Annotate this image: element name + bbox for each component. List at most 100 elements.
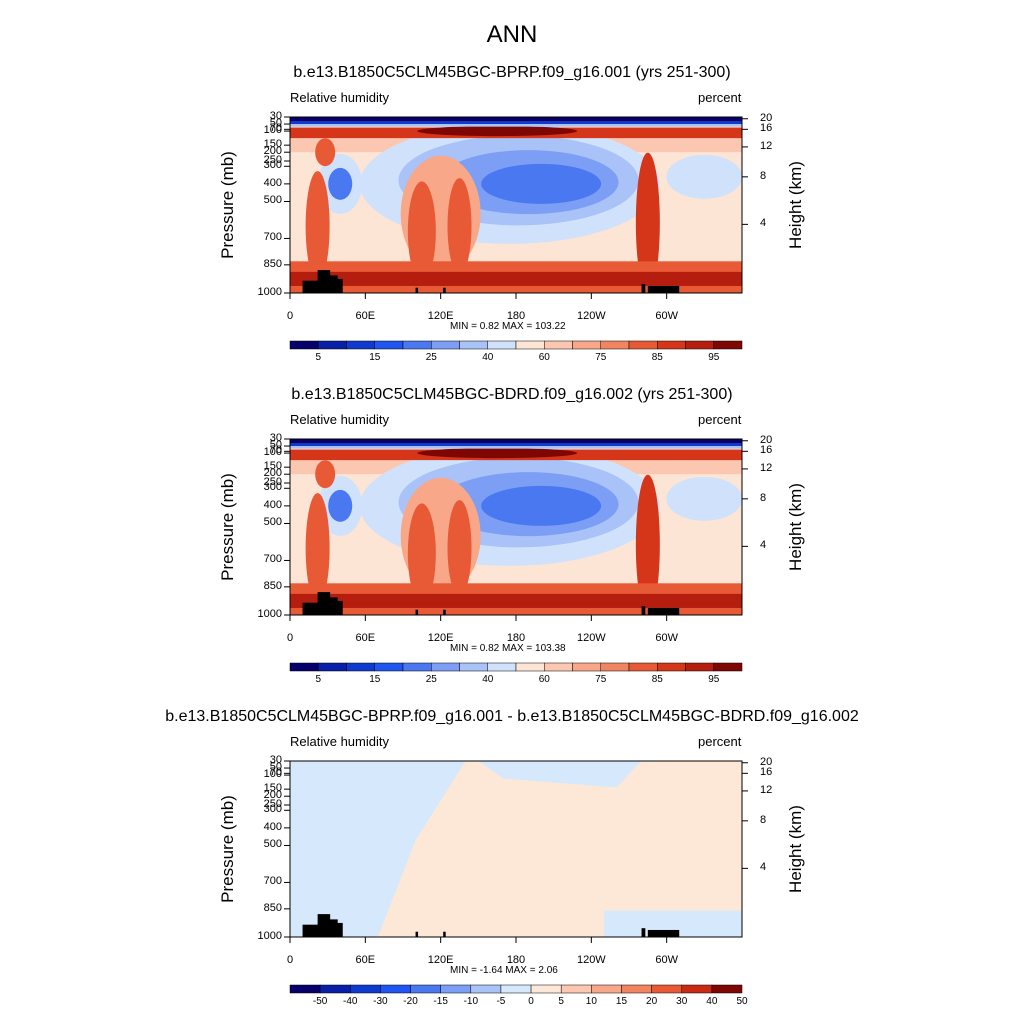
- colorbar-swatch: [628, 662, 658, 672]
- contour-field-2: [290, 439, 742, 615]
- lon-tick-label: 120E: [427, 310, 454, 322]
- figure-title: ANN: [486, 21, 538, 48]
- contour-panel-1: [284, 116, 748, 350]
- min-max-label: MIN = 0.82 MAX = 103.22: [450, 321, 566, 332]
- topography-block: [647, 929, 680, 937]
- boundary-layer-core: [290, 271, 742, 286]
- pressure-tick-label: 300: [263, 803, 282, 816]
- height-tick-label: 20: [760, 755, 773, 768]
- moist-column-a: [407, 503, 436, 604]
- colorbar-label: 75: [595, 352, 607, 363]
- colorbar-swatch: [402, 662, 432, 672]
- lon-tick-label: 60E: [355, 954, 376, 966]
- height-tick-label: 4: [760, 217, 767, 230]
- variable-label: Relative humidity: [290, 734, 389, 749]
- pressure-tick-label: 50: [269, 117, 282, 130]
- colorbar-swatch: [318, 662, 347, 672]
- moist-spot-upper: [315, 138, 336, 167]
- pressure-tick-label: 70: [269, 766, 282, 779]
- pressure-tick-label: 200: [263, 145, 282, 158]
- pressure-tick-label: 150: [263, 782, 282, 795]
- contour-panel-3: [284, 760, 748, 994]
- colorbar-label: 20: [646, 996, 658, 1007]
- colorbar: [289, 662, 743, 672]
- colorbar-swatch: [515, 662, 545, 672]
- moist-spot-upper: [315, 460, 336, 489]
- colorbar-label: 5: [315, 352, 322, 363]
- colorbar-swatch: [621, 984, 652, 994]
- boundary-layer-core: [290, 593, 742, 608]
- topography-block: [332, 600, 343, 615]
- pressure-tick-label: 30: [269, 110, 282, 122]
- pressure-tick-label: 100: [263, 446, 282, 459]
- lon-tick-label: 180: [506, 310, 526, 322]
- pressure-tick-label: 1000: [257, 286, 282, 298]
- dry-region-atlantic: [666, 154, 742, 199]
- pressure-axis-title: Pressure (mb): [218, 473, 237, 581]
- colorbar-swatch: [515, 340, 545, 350]
- lon-tick-label: 120W: [576, 954, 606, 966]
- topography-block: [443, 931, 446, 937]
- pressure-tick-label: 850: [263, 901, 282, 914]
- moist-column-andes: [635, 152, 660, 293]
- colorbar-label: 50: [736, 996, 748, 1007]
- colorbar-label: -5: [496, 996, 506, 1007]
- colorbar-swatch: [319, 984, 351, 994]
- colorbar: [289, 340, 743, 350]
- topography-block: [443, 287, 446, 293]
- height-tick-label: 4: [760, 539, 767, 552]
- colorbar-swatch: [346, 340, 375, 350]
- lon-tick-label: 60W: [655, 954, 678, 966]
- topography-block: [641, 928, 646, 937]
- pressure-tick-label: 30: [269, 754, 282, 766]
- pressure-tick-label: 300: [263, 481, 282, 494]
- pressure-tick-label: 700: [263, 231, 282, 244]
- height-axis-title: Height (km): [786, 483, 805, 571]
- pressure-tick-label: 1000: [257, 930, 282, 942]
- colorbar-label: -30: [373, 996, 388, 1007]
- pressure-tick-label: 700: [263, 553, 282, 566]
- height-tick-label: 8: [760, 169, 767, 182]
- moist-column-a: [407, 181, 436, 282]
- colorbar-swatch: [374, 662, 404, 672]
- height-tick-label: 12: [760, 139, 773, 152]
- stratosphere-core: [290, 439, 742, 444]
- contour-field-1: [290, 117, 742, 293]
- pressure-tick-label: 50: [269, 439, 282, 452]
- colorbar-swatch: [289, 984, 321, 994]
- stratosphere-core: [290, 117, 742, 122]
- pressure-tick-label: 400: [263, 498, 282, 511]
- colorbar-label: 25: [425, 674, 437, 685]
- colorbar-label: -50: [312, 996, 328, 1007]
- topography-block: [415, 287, 419, 293]
- variable-label: Relative humidity: [290, 90, 389, 105]
- pressure-tick-label: 500: [263, 194, 282, 207]
- colorbar-label: 40: [482, 352, 494, 363]
- colorbar-swatch: [459, 340, 488, 350]
- panel-title: b.e13.B1850C5CLM45BGC-BPRP.f09_g16.001 -…: [165, 708, 859, 725]
- topography-block: [415, 931, 419, 937]
- colorbar-label: 15: [615, 996, 628, 1007]
- height-tick-label: 16: [760, 766, 773, 779]
- pressure-tick-label: 1000: [257, 608, 282, 620]
- moist-column-west: [305, 493, 330, 604]
- pressure-tick-label: 30: [269, 432, 282, 444]
- panel-title: b.e13.B1850C5CLM45BGC-BDRD.f09_g16.002 (…: [291, 386, 733, 403]
- height-tick-label: 8: [760, 491, 767, 504]
- lon-tick-label: 60E: [355, 310, 376, 322]
- colorbar-swatch: [410, 984, 441, 994]
- stratosphere-band: [290, 443, 742, 447]
- lon-tick-label: 180: [506, 954, 526, 966]
- min-max-label: MIN = 0.82 MAX = 103.38: [450, 643, 566, 654]
- lon-tick-label: 0: [286, 632, 294, 644]
- negative-region-east: [603, 910, 742, 937]
- pressure-tick-label: 500: [263, 516, 282, 529]
- pressure-tick-label: 250: [263, 154, 282, 166]
- colorbar-label: 10: [585, 996, 597, 1007]
- colorbar-swatch: [470, 984, 502, 994]
- variable-label: Relative humidity: [290, 412, 389, 427]
- pressure-tick-label: 400: [263, 820, 282, 833]
- colorbar-swatch: [289, 662, 319, 672]
- height-tick-label: 12: [760, 461, 773, 474]
- height-tick-label: 16: [760, 122, 773, 135]
